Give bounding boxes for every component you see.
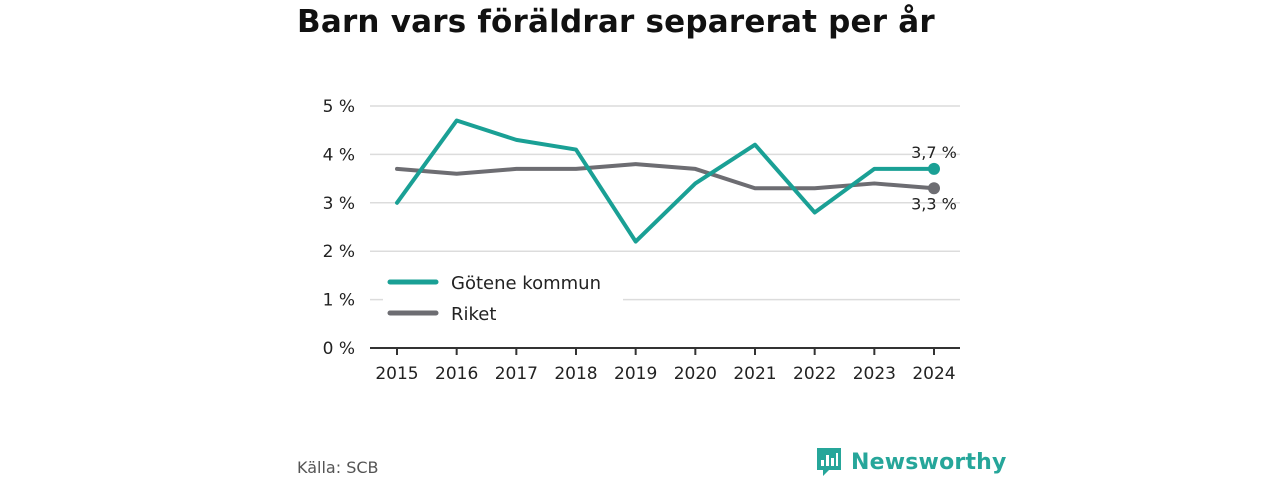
series-line (395, 118, 936, 244)
end-value-label: 3,3 % (911, 194, 957, 213)
legend: Götene kommun Riket (383, 266, 623, 330)
x-tick-label: 2015 (375, 364, 418, 384)
x-tick-label: 2019 (614, 364, 657, 384)
y-tick-label: 4 % (323, 145, 355, 165)
newsworthy-logo-icon (817, 448, 841, 476)
end-point (928, 162, 940, 175)
end-value-label: 3,7 % (911, 143, 957, 162)
chart-title: Barn vars föräldrar separerat per år (297, 4, 935, 40)
y-tick-label: 1 % (323, 291, 355, 311)
x-tick-label: 2018 (554, 364, 597, 384)
y-tick-label: 5 % (323, 97, 355, 117)
x-axis: 2015 2016 2017 2018 2019 2020 2021 2022 2023 2024 (370, 347, 960, 384)
source-note: Källa: SCB (297, 458, 379, 477)
legend-label: Götene kommun (451, 273, 601, 294)
series-lines (395, 118, 940, 244)
end-labels: 3,7 % 3,3 % (911, 143, 957, 213)
legend-background (383, 266, 623, 330)
brand-logo: Newsworthy (815, 446, 1007, 478)
y-tick-label: 2 % (323, 242, 355, 262)
x-tick-label: 2022 (793, 364, 836, 384)
line-chart: 0 %1 %2 %3 %4 %5 % 2015 2016 2017 2018 2019 2… (323, 97, 960, 384)
brand-name: Newsworthy (851, 449, 1007, 475)
y-axis-ticks: 0 % 1 % 2 % 3 % 4 % 5 % (323, 97, 355, 359)
x-tick-label: 2020 (674, 364, 717, 384)
x-tick-label: 2017 (495, 364, 538, 384)
legend-label: Riket (451, 304, 496, 325)
y-tick-label: 3 % (323, 194, 355, 214)
x-tick-label: 2024 (912, 364, 955, 384)
y-tick-label: 0 % (323, 339, 355, 359)
x-tick-label: 2023 (853, 364, 896, 384)
end-point (928, 182, 940, 195)
x-tick-label: 2016 (435, 364, 478, 384)
series-line (395, 162, 936, 191)
x-tick-label: 2021 (733, 364, 776, 384)
